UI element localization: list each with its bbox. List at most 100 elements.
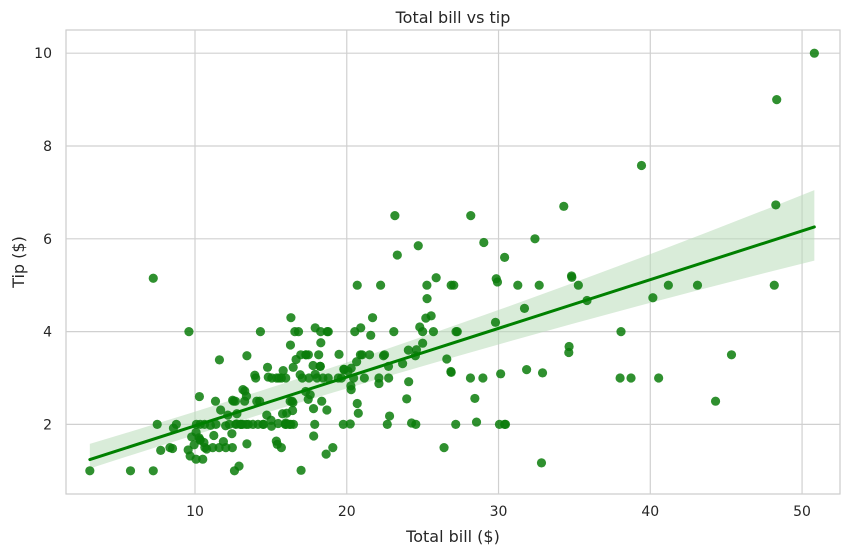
data-point bbox=[428, 327, 439, 337]
data-point bbox=[492, 277, 503, 287]
data-point bbox=[615, 373, 625, 383]
data-point bbox=[390, 211, 400, 221]
data-point bbox=[692, 280, 703, 290]
data-point bbox=[530, 234, 540, 244]
x-tick-label: 20 bbox=[338, 504, 356, 520]
data-point bbox=[496, 369, 506, 379]
data-point bbox=[418, 338, 428, 348]
data-point bbox=[288, 419, 299, 429]
data-point bbox=[769, 280, 779, 290]
data-point bbox=[214, 355, 225, 365]
data-point bbox=[567, 272, 577, 282]
data-point bbox=[382, 419, 392, 429]
data-point bbox=[392, 250, 402, 260]
data-point bbox=[519, 303, 530, 313]
data-point bbox=[310, 419, 320, 429]
data-point bbox=[288, 362, 298, 372]
data-point bbox=[210, 396, 221, 406]
data-point bbox=[287, 405, 298, 416]
data-point bbox=[251, 373, 261, 383]
data-point bbox=[346, 385, 356, 395]
y-tick-label: 4 bbox=[43, 325, 52, 341]
scatter-points bbox=[85, 48, 819, 476]
data-point bbox=[490, 317, 501, 327]
data-point bbox=[317, 396, 327, 406]
data-point bbox=[809, 48, 819, 58]
data-point bbox=[241, 391, 252, 401]
data-point bbox=[500, 252, 510, 262]
data-point bbox=[281, 373, 291, 383]
data-point bbox=[273, 418, 283, 429]
regression-line-group bbox=[88, 225, 816, 462]
data-point bbox=[466, 211, 476, 221]
data-point bbox=[359, 373, 369, 383]
data-point bbox=[513, 280, 523, 290]
data-point bbox=[379, 350, 390, 360]
x-axis-label: Total bill ($) bbox=[405, 527, 500, 546]
data-point bbox=[366, 330, 376, 340]
data-point bbox=[338, 419, 348, 429]
data-point bbox=[537, 368, 548, 378]
data-point bbox=[384, 373, 394, 383]
data-point bbox=[328, 443, 338, 453]
data-point bbox=[564, 341, 574, 352]
data-point bbox=[208, 443, 218, 453]
data-point bbox=[309, 431, 319, 441]
data-point bbox=[471, 417, 482, 427]
data-point bbox=[314, 350, 324, 360]
y-tick-label: 6 bbox=[43, 232, 52, 248]
data-point bbox=[296, 465, 306, 475]
data-point bbox=[194, 391, 205, 402]
data-point bbox=[402, 394, 412, 404]
data-point bbox=[224, 419, 234, 429]
data-point bbox=[285, 340, 296, 350]
data-point bbox=[148, 466, 158, 476]
data-point bbox=[426, 311, 436, 321]
data-point bbox=[534, 280, 544, 290]
data-point bbox=[522, 365, 532, 375]
data-point bbox=[305, 390, 315, 400]
data-point bbox=[446, 367, 456, 378]
data-point bbox=[334, 349, 344, 359]
data-point bbox=[404, 377, 414, 387]
data-point bbox=[352, 398, 362, 409]
data-point bbox=[364, 350, 375, 360]
y-tick-label: 2 bbox=[43, 417, 52, 433]
data-point bbox=[308, 360, 318, 371]
data-point bbox=[148, 273, 158, 283]
data-point bbox=[663, 280, 673, 290]
y-tick-label: 8 bbox=[43, 139, 52, 155]
data-point bbox=[353, 408, 363, 418]
data-point bbox=[321, 449, 331, 459]
data-point bbox=[255, 327, 266, 337]
data-point bbox=[230, 396, 240, 406]
data-point bbox=[216, 405, 226, 415]
data-point bbox=[356, 323, 366, 333]
x-tick-label: 40 bbox=[641, 504, 659, 520]
data-point bbox=[636, 160, 647, 171]
data-point bbox=[446, 280, 456, 290]
data-point bbox=[346, 363, 356, 373]
data-point bbox=[559, 201, 569, 211]
data-point bbox=[262, 362, 273, 372]
data-point bbox=[452, 327, 462, 337]
data-point bbox=[411, 419, 421, 429]
data-point bbox=[479, 237, 489, 248]
data-point bbox=[431, 273, 441, 283]
data-point bbox=[389, 327, 399, 337]
data-point bbox=[221, 443, 231, 453]
data-point bbox=[323, 327, 333, 337]
data-point bbox=[616, 327, 626, 337]
data-point bbox=[276, 443, 286, 453]
data-point bbox=[411, 345, 422, 355]
data-point bbox=[415, 322, 425, 332]
data-point bbox=[726, 350, 737, 360]
y-tick-label: 10 bbox=[34, 46, 52, 62]
data-point bbox=[125, 466, 136, 476]
data-point bbox=[451, 419, 461, 429]
data-point bbox=[710, 396, 721, 406]
data-point bbox=[167, 443, 178, 454]
data-point bbox=[288, 397, 298, 408]
data-point bbox=[367, 313, 378, 323]
